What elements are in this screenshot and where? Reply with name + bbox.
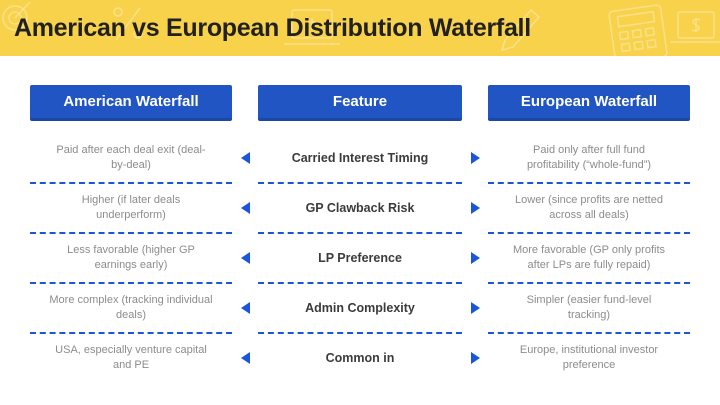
feature-cell: Common in bbox=[325, 351, 395, 365]
european-cell: Lower (since profits are netted across a… bbox=[515, 194, 663, 221]
pencil-doodle-icon bbox=[500, 8, 541, 52]
european-cell: More favorable (GP only profits after LP… bbox=[512, 244, 666, 271]
right-arrow-icon bbox=[462, 333, 488, 383]
left-arrow-icon bbox=[232, 233, 258, 283]
feature-cell: LP Preference bbox=[318, 251, 402, 265]
laptop-dollar-doodle-icon bbox=[670, 11, 720, 43]
american-cell: More complex (tracking individual deals) bbox=[49, 294, 213, 321]
left-arrow-icon bbox=[232, 333, 258, 383]
header-feature: Feature bbox=[258, 85, 462, 121]
table-body: Paid after each deal exit (deal-by-deal)… bbox=[30, 133, 690, 383]
table-row: More complex (tracking individual deals)… bbox=[30, 283, 690, 333]
calculator-doodle-icon bbox=[608, 4, 668, 56]
european-cell: Paid only after full fund profitability … bbox=[526, 144, 652, 171]
table-row: Higher (if later deals underperform) GP … bbox=[30, 183, 690, 233]
banner: American vs European Distribution Waterf… bbox=[0, 0, 720, 56]
feature-cell: GP Clawback Risk bbox=[305, 201, 415, 215]
american-cell: Higher (if later deals underperform) bbox=[81, 194, 181, 221]
page-title: American vs European Distribution Waterf… bbox=[14, 14, 531, 42]
table-row: USA, especially venture capital and PE C… bbox=[30, 333, 690, 383]
american-cell: Paid after each deal exit (deal-by-deal) bbox=[56, 144, 206, 171]
european-cell: Europe, institutional investor preferenc… bbox=[519, 344, 659, 371]
table-row: Paid after each deal exit (deal-by-deal)… bbox=[30, 133, 690, 183]
percent-doodle-icon bbox=[113, 7, 143, 41]
right-arrow-icon bbox=[462, 283, 488, 333]
european-cell: Simpler (easier fund-level tracking) bbox=[526, 294, 652, 321]
right-arrow-icon bbox=[462, 233, 488, 283]
header-european-waterfall: European Waterfall bbox=[488, 85, 690, 121]
left-arrow-icon bbox=[232, 283, 258, 333]
american-cell: Less favorable (higher GP earnings early… bbox=[67, 244, 195, 271]
feature-cell: Admin Complexity bbox=[305, 301, 415, 315]
comparison-table: American Waterfall Feature European Wate… bbox=[30, 85, 690, 383]
banner-doodle-icons bbox=[2, 1, 720, 56]
feature-cell: Carried Interest Timing bbox=[291, 151, 429, 165]
target-doodle-icon bbox=[2, 1, 31, 31]
header-american-waterfall: American Waterfall bbox=[30, 85, 232, 121]
laptop-doodle-icon bbox=[284, 9, 340, 45]
table-row: Less favorable (higher GP earnings early… bbox=[30, 233, 690, 283]
right-arrow-icon bbox=[462, 133, 488, 183]
table-header-row: American Waterfall Feature European Wate… bbox=[30, 85, 690, 121]
american-cell: USA, especially venture capital and PE bbox=[55, 344, 207, 371]
right-arrow-icon bbox=[462, 183, 488, 233]
left-arrow-icon bbox=[232, 183, 258, 233]
left-arrow-icon bbox=[232, 133, 258, 183]
